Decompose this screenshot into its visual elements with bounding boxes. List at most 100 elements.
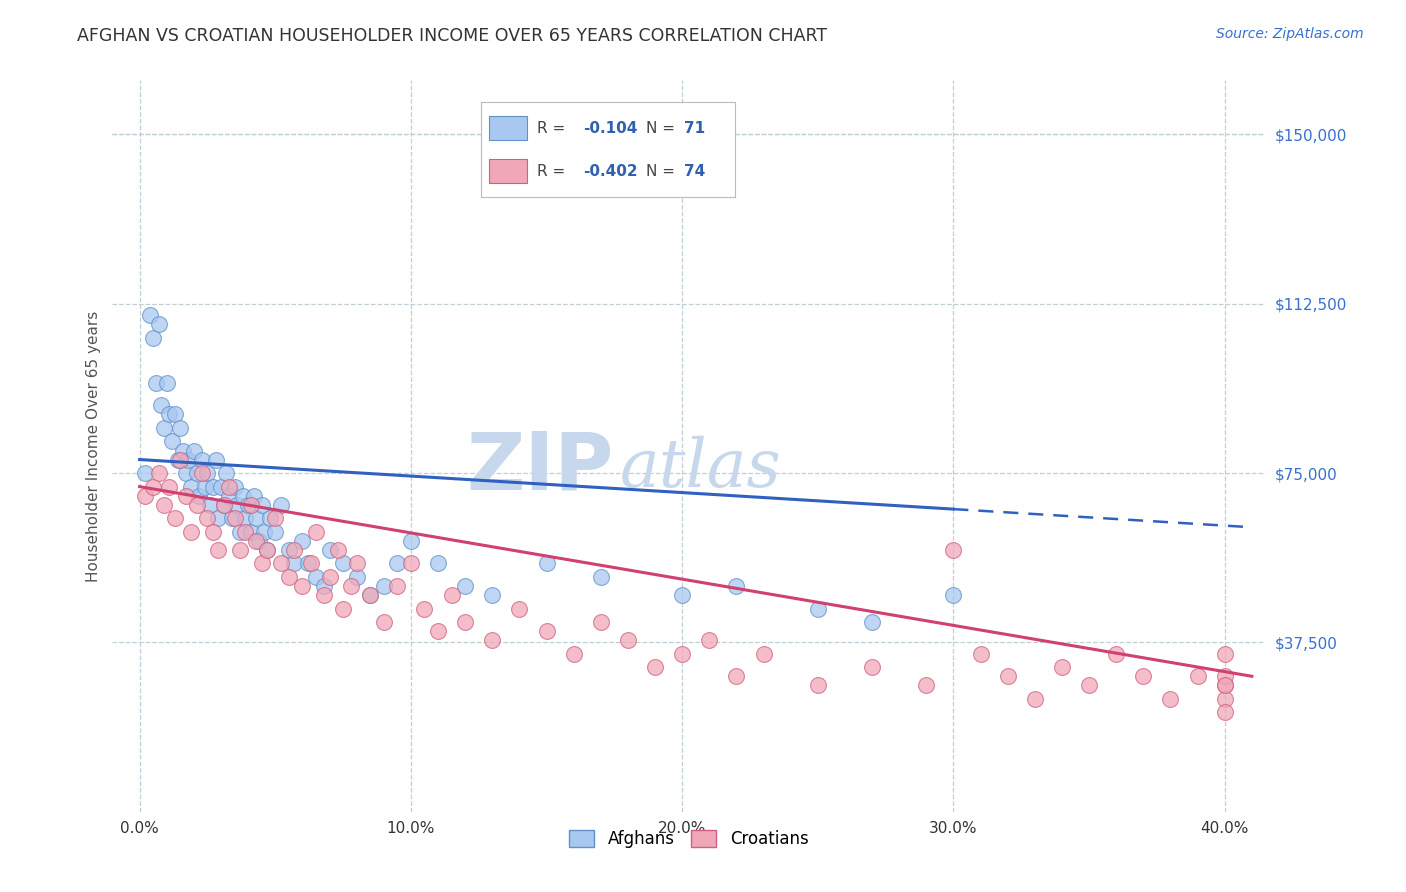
Point (969, 647, 991, 661)
Point (1050, 660, 1073, 674)
Point (1132, 669, 1154, 683)
Point (247, 533, 270, 548)
Point (399, 557, 422, 571)
Point (589, 570, 612, 584)
Point (277, 570, 299, 584)
Point (312, 588, 335, 602)
Point (671, 588, 693, 602)
Point (201, 524, 224, 539)
Point (186, 466, 208, 480)
Point (562, 647, 585, 661)
Point (226, 498, 249, 512)
Point (1024, 691, 1046, 706)
Point (180, 524, 202, 539)
Point (218, 489, 240, 503)
Point (942, 542, 965, 557)
Point (245, 533, 267, 548)
Point (188, 489, 211, 503)
Point (942, 588, 965, 602)
Point (270, 557, 292, 571)
Point (326, 542, 349, 557)
Point (359, 588, 381, 602)
Point (1105, 647, 1128, 661)
Text: AFGHAN VS CROATIAN HOUSEHOLDER INCOME OVER 65 YEARS CORRELATION CHART: AFGHAN VS CROATIAN HOUSEHOLDER INCOME OV… (77, 27, 828, 45)
Point (671, 647, 693, 661)
Point (915, 678, 938, 692)
Point (270, 498, 292, 512)
Point (229, 542, 252, 557)
Point (250, 498, 273, 512)
Point (209, 480, 232, 494)
Point (318, 570, 340, 584)
Point (194, 480, 217, 494)
Point (332, 601, 354, 615)
Point (1213, 647, 1236, 661)
Point (725, 579, 748, 593)
Point (215, 466, 238, 480)
Point (224, 511, 246, 525)
Point (332, 557, 354, 571)
Point (1159, 691, 1181, 706)
Point (163, 511, 186, 525)
Point (725, 669, 748, 683)
Point (156, 376, 179, 390)
Point (186, 498, 208, 512)
Point (253, 524, 276, 539)
Point (283, 542, 305, 557)
Point (644, 660, 666, 674)
Point (299, 557, 322, 571)
Point (807, 678, 830, 692)
Point (264, 524, 287, 539)
Text: atlas: atlas (620, 435, 782, 500)
Point (1213, 678, 1236, 692)
Point (1213, 678, 1236, 692)
Point (159, 480, 181, 494)
Point (232, 489, 254, 503)
Point (697, 633, 720, 648)
Point (256, 542, 278, 557)
Point (177, 452, 200, 467)
Point (291, 533, 314, 548)
Point (589, 615, 612, 629)
Point (174, 489, 197, 503)
Point (235, 511, 257, 525)
Point (142, 331, 165, 345)
Point (218, 480, 240, 494)
Point (481, 633, 503, 648)
Point (134, 466, 156, 480)
Point (198, 498, 221, 512)
Legend: Afghans, Croatians: Afghans, Croatians (562, 823, 815, 855)
Point (291, 579, 314, 593)
Point (340, 579, 363, 593)
Point (224, 480, 246, 494)
Point (346, 557, 368, 571)
Point (617, 633, 640, 648)
Point (536, 557, 558, 571)
Point (174, 466, 197, 480)
Point (536, 624, 558, 639)
Point (305, 570, 328, 584)
Point (454, 579, 477, 593)
Point (1213, 706, 1236, 720)
Point (245, 511, 267, 525)
Point (1078, 678, 1101, 692)
Point (239, 524, 262, 539)
Point (207, 511, 229, 525)
Point (235, 524, 257, 539)
Point (191, 466, 214, 480)
Point (207, 542, 229, 557)
Point (860, 660, 883, 674)
Point (256, 542, 278, 557)
Point (297, 557, 319, 571)
Point (427, 557, 450, 571)
Point (212, 498, 235, 512)
Point (197, 511, 219, 525)
Point (169, 421, 191, 435)
Point (145, 376, 167, 390)
Point (259, 511, 281, 525)
Point (201, 480, 224, 494)
Point (191, 452, 214, 467)
Point (264, 511, 287, 525)
Point (305, 524, 328, 539)
Point (312, 579, 335, 593)
